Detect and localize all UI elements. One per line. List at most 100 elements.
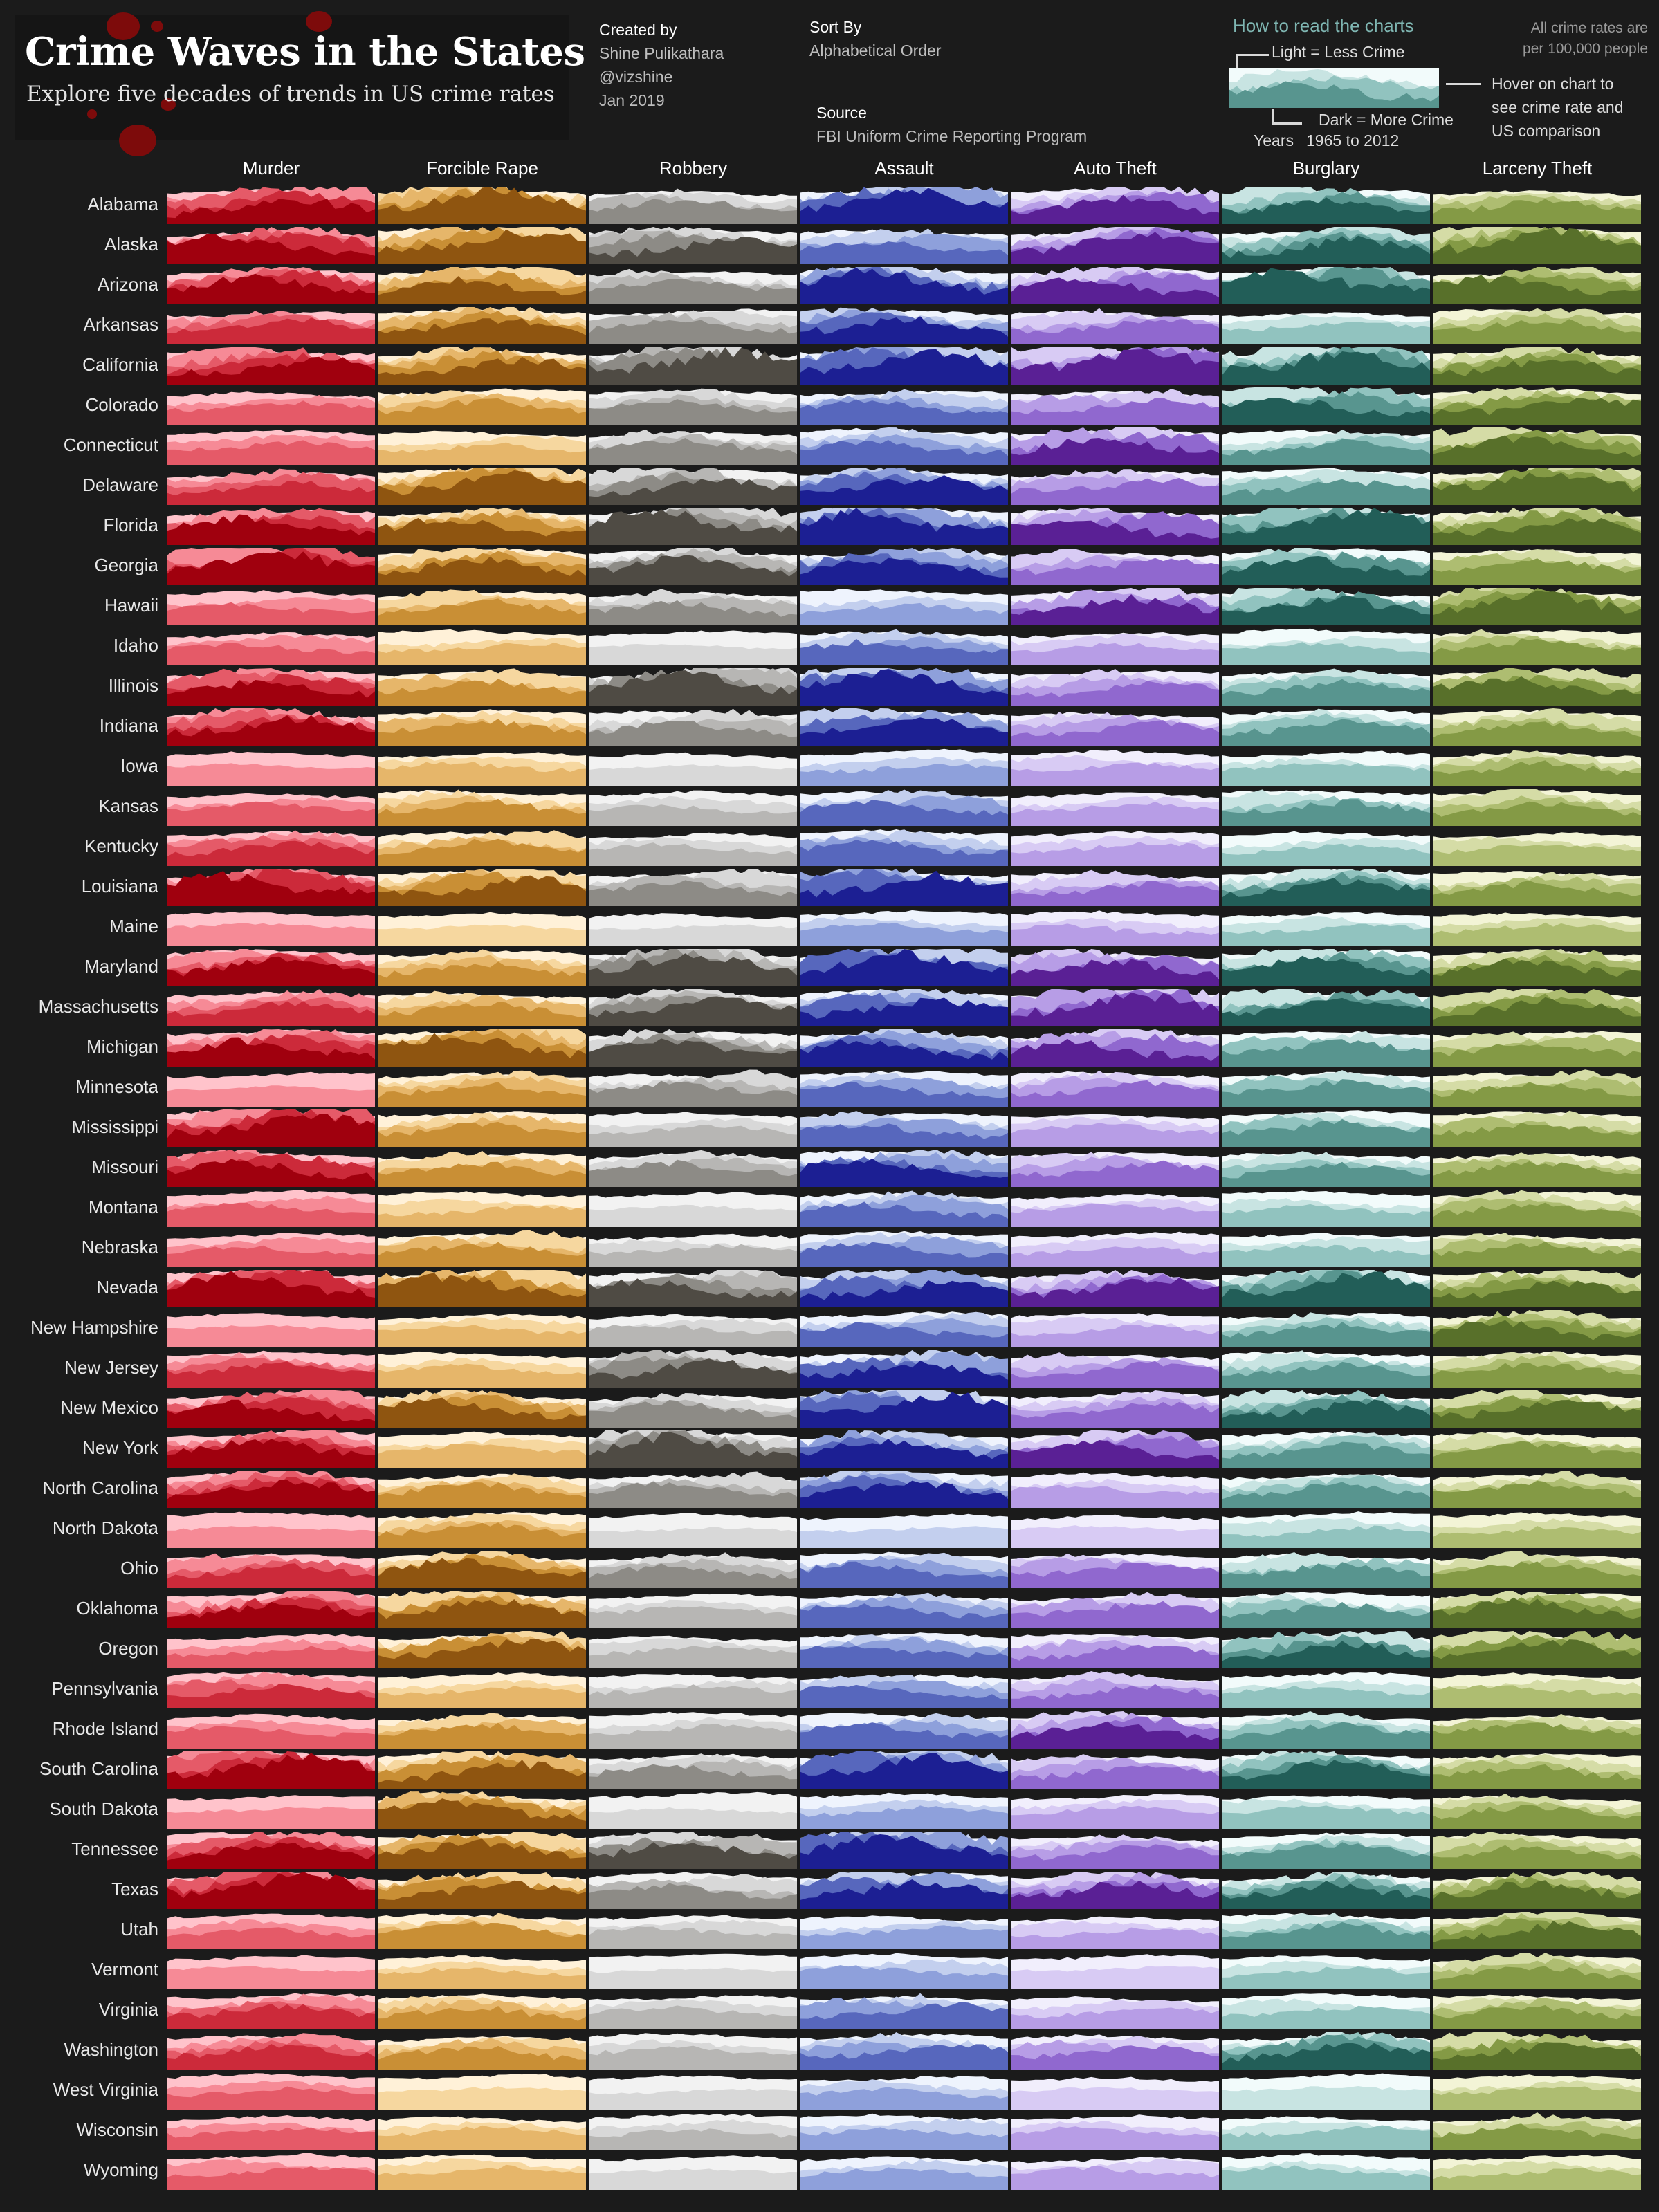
chart-cell[interactable] [589,466,797,505]
chart-cell[interactable] [800,627,1008,665]
chart-cell[interactable] [167,1670,375,1708]
chart-cell[interactable] [1011,787,1219,826]
chart-cell[interactable] [1011,1910,1219,1949]
chart-cell[interactable] [800,827,1008,866]
chart-cell[interactable] [167,1429,375,1468]
chart-cell[interactable] [800,1429,1008,1468]
chart-cell[interactable] [167,1509,375,1548]
chart-cell[interactable] [1433,1509,1641,1548]
chart-cell[interactable] [1222,346,1430,385]
chart-cell[interactable] [800,225,1008,264]
chart-cell[interactable] [1433,1108,1641,1147]
chart-cell[interactable] [589,787,797,826]
chart-cell[interactable] [1011,1309,1219,1347]
chart-cell[interactable] [378,2071,586,2110]
chart-cell[interactable] [167,546,375,585]
chart-cell[interactable] [1433,266,1641,304]
chart-cell[interactable] [800,2071,1008,2110]
chart-cell[interactable] [589,2071,797,2110]
chart-cell[interactable] [589,1670,797,1708]
chart-cell[interactable] [1011,827,1219,866]
chart-cell[interactable] [800,1188,1008,1227]
chart-cell[interactable] [800,1228,1008,1267]
chart-cell[interactable] [1222,1589,1430,1628]
chart-cell[interactable] [1433,2151,1641,2190]
chart-cell[interactable] [1222,1349,1430,1388]
chart-cell[interactable] [1222,948,1430,986]
chart-cell[interactable] [378,1028,586,1067]
chart-cell[interactable] [800,1349,1008,1388]
chart-cell[interactable] [1222,1549,1430,1588]
chart-cell[interactable] [167,1830,375,1869]
chart-cell[interactable] [378,1429,586,1468]
chart-cell[interactable] [1222,1790,1430,1829]
chart-cell[interactable] [800,346,1008,385]
chart-cell[interactable] [1222,386,1430,425]
chart-cell[interactable] [1011,627,1219,665]
chart-cell[interactable] [378,1148,586,1187]
chart-cell[interactable] [1011,1549,1219,1588]
chart-cell[interactable] [167,1469,375,1508]
chart-cell[interactable] [378,466,586,505]
chart-cell[interactable] [1433,506,1641,545]
chart-cell[interactable] [1222,1991,1430,2029]
chart-cell[interactable] [167,1870,375,1909]
chart-cell[interactable] [589,867,797,906]
chart-cell[interactable] [1433,2111,1641,2150]
chart-cell[interactable] [1011,1750,1219,1789]
chart-cell[interactable] [378,1469,586,1508]
chart-cell[interactable] [589,1830,797,1869]
chart-cell[interactable] [800,1028,1008,1067]
chart-cell[interactable] [1222,1830,1430,1869]
chart-cell[interactable] [589,1750,797,1789]
chart-cell[interactable] [378,2031,586,2070]
chart-cell[interactable] [800,667,1008,706]
chart-cell[interactable] [1011,2151,1219,2190]
chart-cell[interactable] [589,1710,797,1749]
chart-cell[interactable] [1011,506,1219,545]
chart-cell[interactable] [1433,787,1641,826]
chart-cell[interactable] [589,1068,797,1107]
chart-cell[interactable] [1222,1108,1430,1147]
chart-cell[interactable] [1222,1068,1430,1107]
chart-cell[interactable] [167,1028,375,1067]
chart-cell[interactable] [378,1389,586,1428]
chart-cell[interactable] [1222,2071,1430,2110]
chart-cell[interactable] [1011,266,1219,304]
chart-cell[interactable] [1222,1509,1430,1548]
chart-cell[interactable] [378,2151,586,2190]
chart-cell[interactable] [800,426,1008,465]
chart-cell[interactable] [589,1509,797,1548]
chart-cell[interactable] [167,266,375,304]
chart-cell[interactable] [378,1309,586,1347]
chart-cell[interactable] [378,948,586,986]
chart-cell[interactable] [1011,1469,1219,1508]
chart-cell[interactable] [1011,1830,1219,1869]
chart-cell[interactable] [167,867,375,906]
chart-cell[interactable] [1011,426,1219,465]
chart-cell[interactable] [378,1910,586,1949]
chart-cell[interactable] [1011,2111,1219,2150]
chart-cell[interactable] [589,306,797,344]
chart-cell[interactable] [1222,1670,1430,1708]
chart-cell[interactable] [1222,1269,1430,1307]
chart-cell[interactable] [378,1790,586,1829]
chart-cell[interactable] [1011,1228,1219,1267]
chart-cell[interactable] [1433,426,1641,465]
chart-cell[interactable] [1433,1910,1641,1949]
chart-cell[interactable] [167,988,375,1026]
chart-cell[interactable] [1222,1910,1430,1949]
chart-cell[interactable] [589,1349,797,1388]
chart-cell[interactable] [589,266,797,304]
chart-cell[interactable] [1433,1750,1641,1789]
chart-cell[interactable] [1222,546,1430,585]
chart-cell[interactable] [800,1389,1008,1428]
chart-cell[interactable] [1011,1951,1219,1989]
chart-cell[interactable] [800,1589,1008,1628]
chart-cell[interactable] [1222,867,1430,906]
chart-cell[interactable] [1433,1429,1641,1468]
sort-control[interactable]: Sort By Alphabetical Order [809,15,942,62]
chart-cell[interactable] [378,1108,586,1147]
chart-cell[interactable] [800,787,1008,826]
chart-cell[interactable] [1433,1469,1641,1508]
